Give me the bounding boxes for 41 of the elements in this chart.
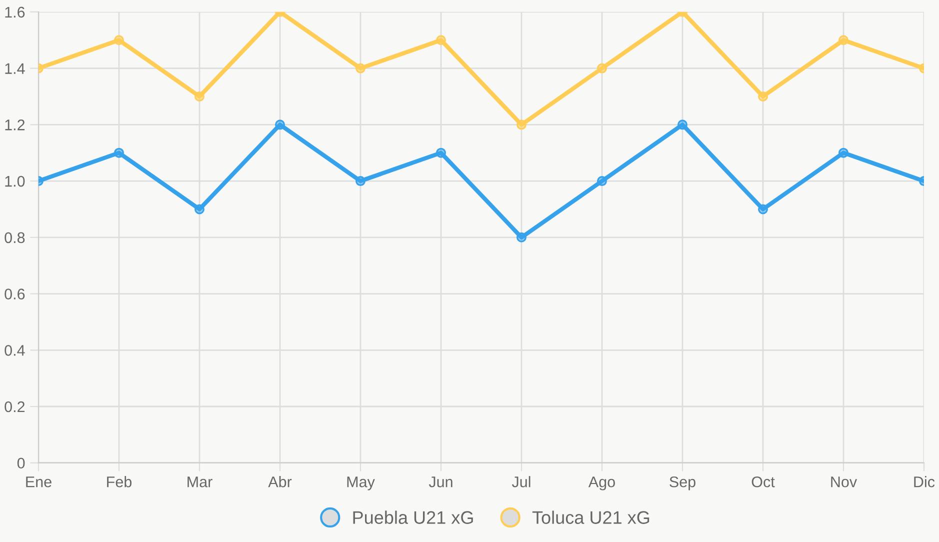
point bbox=[838, 35, 848, 46]
x-tick-label: Ene bbox=[26, 476, 52, 488]
legend-label: Toluca U21 xG bbox=[532, 510, 650, 524]
point bbox=[114, 148, 124, 158]
point bbox=[596, 176, 607, 186]
legend-label: Puebla U21 xG bbox=[353, 510, 473, 524]
x-tick-label: Abr bbox=[268, 476, 292, 488]
point bbox=[758, 91, 768, 102]
point bbox=[355, 176, 366, 186]
y-tick-label: 1.2 bbox=[5, 120, 25, 130]
point bbox=[516, 232, 526, 242]
y-tick-label: 1.0 bbox=[5, 176, 25, 187]
point bbox=[355, 63, 366, 74]
y-tick-label: 1.4 bbox=[5, 63, 25, 74]
x-tick-label: Oct bbox=[752, 476, 775, 488]
x-tick-label: Jun bbox=[428, 476, 452, 488]
point bbox=[838, 148, 848, 158]
point bbox=[194, 91, 204, 102]
point bbox=[677, 120, 688, 130]
point bbox=[274, 120, 285, 130]
y-tick-label: 0.8 bbox=[4, 232, 25, 244]
y-tick-label: 0.2 bbox=[4, 401, 25, 412]
x-tick-label: Ago bbox=[588, 476, 615, 490]
y-tick-label: 0.6 bbox=[4, 288, 25, 300]
point bbox=[596, 63, 607, 74]
point bbox=[758, 204, 768, 214]
x-tick-label: Jul bbox=[512, 476, 530, 488]
point bbox=[436, 35, 446, 46]
point bbox=[114, 35, 124, 46]
x-tick-label: Sep bbox=[670, 476, 696, 490]
point bbox=[436, 148, 446, 158]
x-tick-label: Nov bbox=[831, 476, 858, 488]
point bbox=[194, 204, 204, 214]
y-tick-label: 0.4 bbox=[4, 345, 25, 356]
point bbox=[516, 120, 526, 130]
x-tick-label: Mar bbox=[188, 476, 212, 488]
x-tick-label: May bbox=[347, 476, 375, 490]
x-tick-label: Dic bbox=[914, 476, 935, 488]
y-tick-label: 1.6 bbox=[5, 6, 25, 18]
x-tick-label: Feb bbox=[107, 476, 132, 488]
y-tick-label: 0 bbox=[17, 458, 25, 469]
